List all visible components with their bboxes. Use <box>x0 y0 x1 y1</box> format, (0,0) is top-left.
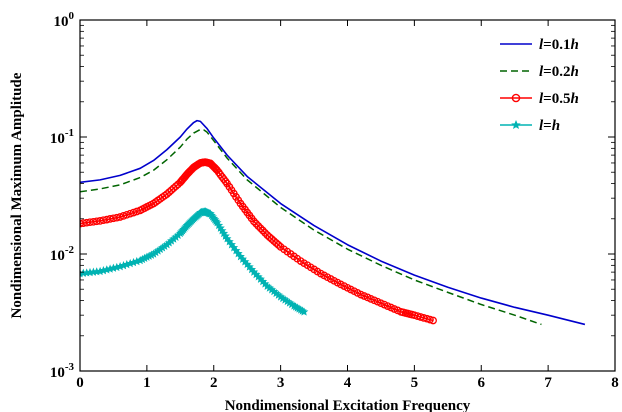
data-point <box>261 228 269 237</box>
data-point <box>258 226 267 235</box>
x-tick-label: 7 <box>544 375 552 391</box>
series-line <box>80 161 434 322</box>
series-line <box>80 119 586 326</box>
y-tick-label: 10-2 <box>50 244 75 264</box>
data-point <box>119 212 128 220</box>
data-point <box>167 186 176 195</box>
y-tick-label: 100 <box>54 10 75 30</box>
legend-label: l=0.1h <box>539 37 579 53</box>
data-point <box>429 316 437 325</box>
series-line <box>80 210 305 313</box>
data-point <box>126 209 135 218</box>
series-3 <box>80 207 309 316</box>
data-point <box>254 222 263 230</box>
data-point <box>172 182 180 191</box>
x-tick-label: 5 <box>411 375 419 391</box>
ticks-layer: 0 1 2 3 4 5 6 7 8 10-3 10-2 10-1 100 <box>50 10 619 391</box>
legend-label: l=0.2h <box>539 64 579 80</box>
data-point <box>116 213 124 221</box>
data-point <box>426 315 434 324</box>
data-point <box>299 307 309 316</box>
data-point <box>169 184 178 193</box>
series-1 <box>80 128 542 326</box>
y-tick-label: 10-3 <box>50 361 75 381</box>
data-point <box>256 224 265 233</box>
data-point <box>270 237 278 245</box>
x-tick-label: 1 <box>143 375 151 391</box>
legend-marker <box>511 120 521 130</box>
x-tick-label: 4 <box>344 375 352 391</box>
series-2 <box>80 158 437 325</box>
x-axis-title: Nondimensional Excitation Frequency <box>225 398 471 412</box>
legend: l=0.1h l=0.2h l=0.5h l=h <box>500 37 579 134</box>
data-point <box>267 235 276 243</box>
x-tick-label: 8 <box>611 375 619 391</box>
data-point <box>163 190 171 198</box>
data-point <box>122 210 131 219</box>
data-point <box>211 164 219 172</box>
x-tick-label: 3 <box>277 375 285 391</box>
data-point <box>265 233 274 241</box>
x-tick-label: 6 <box>478 375 486 391</box>
x-tick-label: 2 <box>210 375 218 391</box>
data-point <box>263 231 272 239</box>
data-point <box>274 241 283 249</box>
data-point <box>272 239 281 247</box>
y-tick-label: 10-1 <box>50 127 74 147</box>
y-axis-title: Nondimensional Maximum Amplitude <box>9 72 25 318</box>
series-line <box>80 128 542 326</box>
data-point <box>129 208 138 217</box>
legend-marker <box>511 93 521 103</box>
legend-label: l=0.5h <box>539 91 579 107</box>
data-point <box>165 188 174 196</box>
x-tick-label: 0 <box>76 375 84 391</box>
data-point <box>252 219 260 228</box>
series-layer <box>80 119 586 326</box>
series-0 <box>80 119 586 326</box>
legend-label: l=h <box>539 118 560 134</box>
data-point <box>250 217 258 226</box>
data-point <box>112 213 121 222</box>
